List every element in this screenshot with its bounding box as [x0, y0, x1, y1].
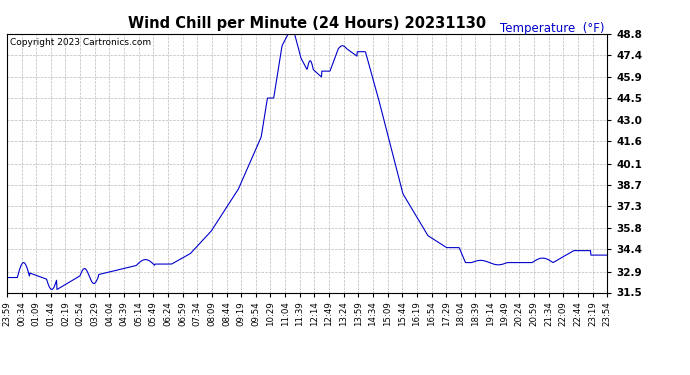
Title: Wind Chill per Minute (24 Hours) 20231130: Wind Chill per Minute (24 Hours) 2023113… — [128, 16, 486, 31]
Text: Copyright 2023 Cartronics.com: Copyright 2023 Cartronics.com — [10, 38, 151, 46]
Text: Temperature  (°F): Temperature (°F) — [500, 22, 604, 35]
